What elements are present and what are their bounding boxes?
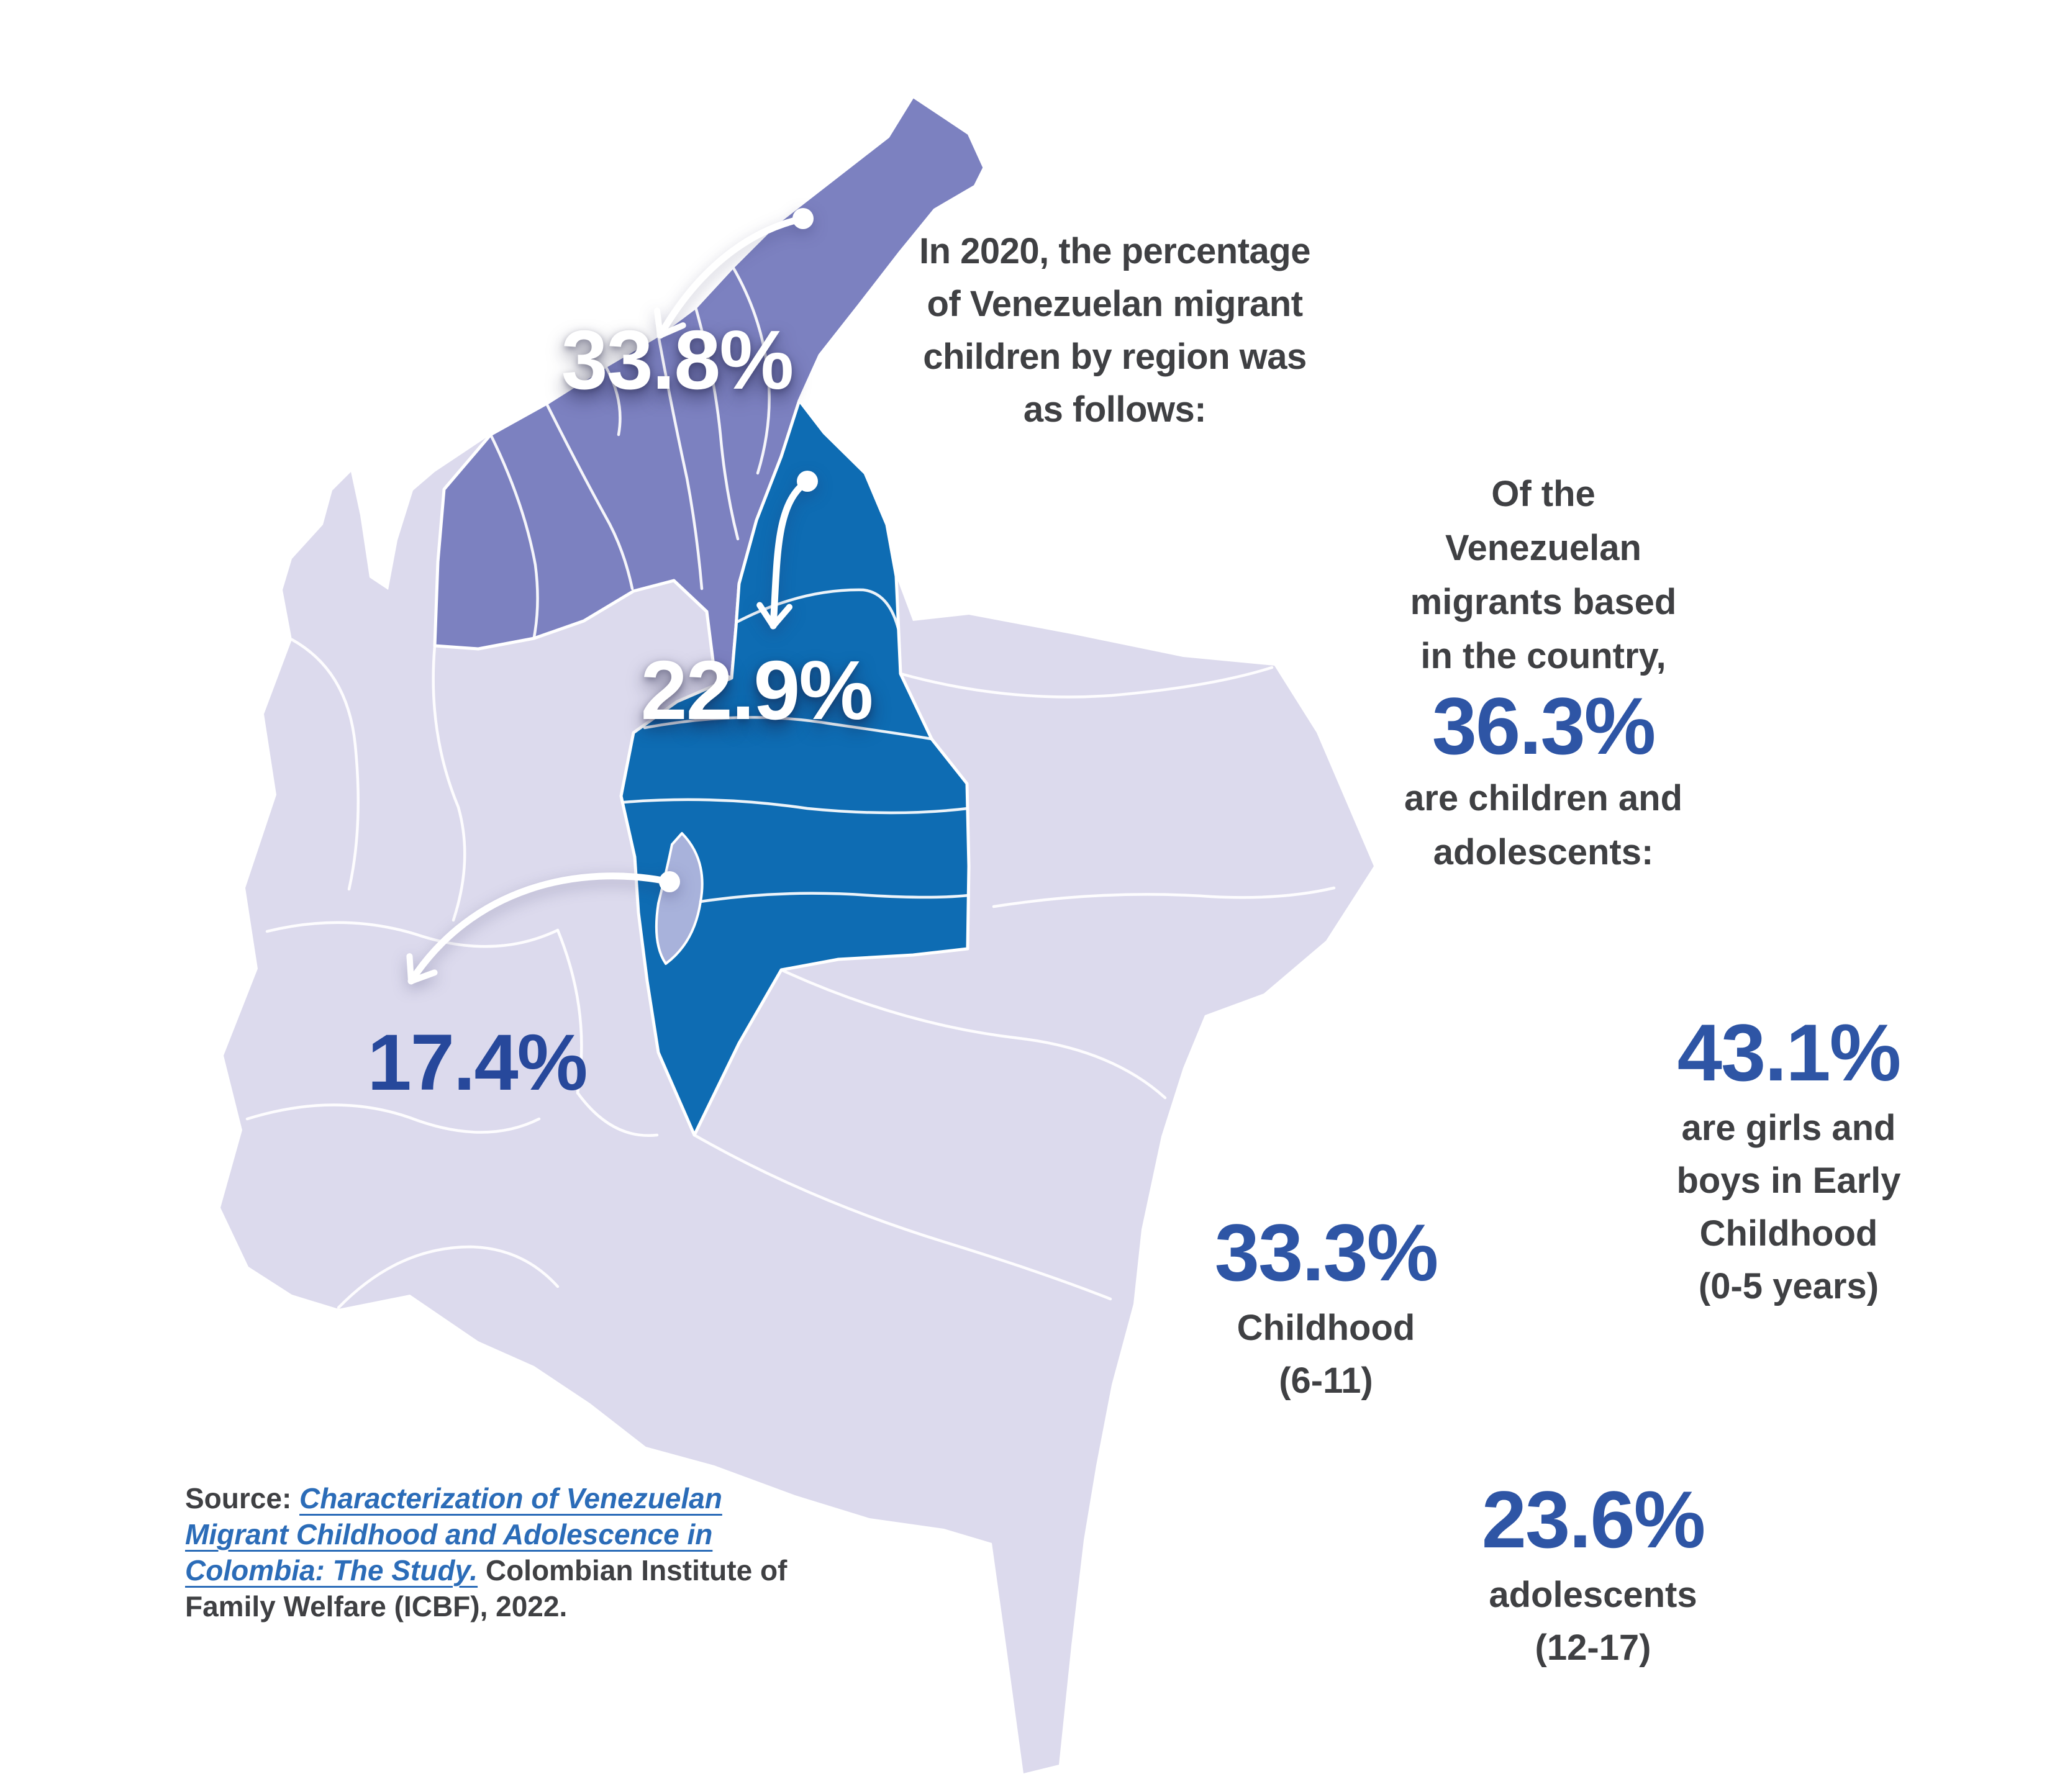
source-study-link[interactable]: Characterization of Venezuelan Migrant C… xyxy=(185,1482,722,1586)
stat-adolescence-label-line: adolescents xyxy=(1489,1575,1697,1615)
national-share-lead-line: Venezuelan xyxy=(1445,528,1641,568)
national-share-block: Of the Venezuelan migrants based in the … xyxy=(1394,467,1692,879)
national-share-lead-line: migrants based xyxy=(1410,582,1677,622)
department-border-line xyxy=(694,305,740,541)
department-border-line xyxy=(489,433,539,639)
department-border-line xyxy=(245,1103,541,1134)
department-border-line xyxy=(622,798,969,815)
national-share-tail-line: adolescents: xyxy=(1433,832,1654,872)
arrow-origin-dot-rest xyxy=(659,871,680,892)
callout-arrows xyxy=(406,208,818,985)
department-border-line xyxy=(290,638,360,891)
department-border-line xyxy=(265,921,560,948)
department-border-line xyxy=(545,402,634,591)
department-border-line xyxy=(656,333,704,591)
department-border-line xyxy=(692,1133,1112,1301)
stat-adolescence: 23.6% adolescents (12-17) xyxy=(1432,1479,1755,1674)
source-note: Source: Characterization of Venezuelan M… xyxy=(185,1480,806,1624)
stat-adolescence-value: 23.6% xyxy=(1481,1474,1706,1565)
arrow-to-rest-label xyxy=(406,872,673,985)
stat-childhood-label-line: Childhood xyxy=(1237,1308,1415,1348)
map-label-rest-percent: 17.4% xyxy=(367,1018,588,1107)
department-border-line xyxy=(643,716,933,741)
arrow-to-center-label xyxy=(756,477,811,630)
department-border-line xyxy=(731,265,771,475)
source-suffix: Colombian Institute of Family Welfare (I… xyxy=(185,1554,788,1622)
stat-early-childhood-value: 43.1% xyxy=(1677,1007,1902,1098)
stat-early-childhood-label-line: (0-5 years) xyxy=(1698,1266,1879,1306)
stat-early-childhood-label-line: are girls and xyxy=(1681,1108,1896,1148)
national-share-lead-line: Of the xyxy=(1491,474,1596,514)
stat-childhood-value: 33.3% xyxy=(1214,1207,1439,1298)
map-label-north-percent: 33.8% xyxy=(561,313,794,407)
intro-line: of Venezuelan migrant xyxy=(927,284,1303,324)
intro-text: In 2020, the percentage of Venezuelan mi… xyxy=(897,225,1332,436)
map-label-center-percent: 22.9% xyxy=(640,643,874,737)
department-border-line xyxy=(779,968,1167,1100)
department-border-line xyxy=(604,364,622,437)
intro-line: as follows: xyxy=(1023,389,1207,430)
department-border-line xyxy=(699,892,970,903)
national-share-value: 36.3% xyxy=(1432,681,1656,771)
department-border-line xyxy=(556,928,659,1137)
arrow-origin-dot-north xyxy=(792,208,814,229)
department-border-line xyxy=(337,1245,560,1310)
department-border-line xyxy=(899,666,1274,699)
stat-childhood: 33.3% Childhood (6-11) xyxy=(1164,1212,1487,1407)
arrow-to-north-label xyxy=(654,215,807,339)
national-share-tail-line: are children and xyxy=(1404,778,1683,818)
stat-early-childhood-label-line: Childhood xyxy=(1699,1213,1878,1254)
stat-early-childhood-label-line: boys in Early xyxy=(1676,1161,1901,1201)
intro-line: children by region was xyxy=(923,337,1307,377)
stat-adolescence-label-line: (12-17) xyxy=(1535,1627,1651,1668)
arrow-origin-dot-center xyxy=(797,471,818,492)
intro-line: In 2020, the percentage xyxy=(919,231,1310,271)
department-border-line xyxy=(432,644,466,922)
stat-early-childhood: 43.1% are girls and boys in Early Childh… xyxy=(1627,1012,1950,1313)
source-prefix: Source: xyxy=(185,1482,300,1514)
region-north-caribbean xyxy=(433,94,986,680)
stat-childhood-label-line: (6-11) xyxy=(1279,1360,1373,1401)
department-border-line xyxy=(992,886,1336,908)
national-share-lead-line: in the country, xyxy=(1420,636,1666,676)
